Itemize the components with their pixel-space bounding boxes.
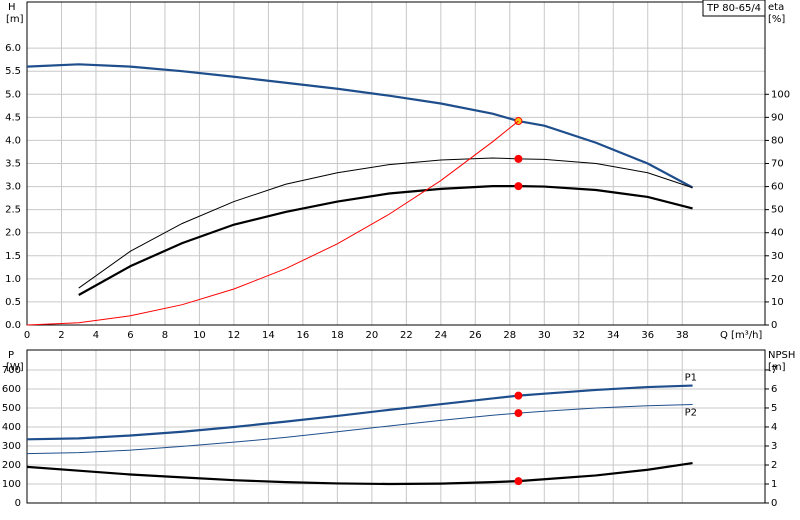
y2-tick-label: 40 bbox=[771, 228, 784, 239]
x-tick-label: 34 bbox=[607, 330, 620, 341]
curve bbox=[26, 120, 519, 326]
curve bbox=[78, 185, 693, 296]
y-tick-label: 1.0 bbox=[5, 274, 21, 285]
y-axis-label: H bbox=[8, 2, 16, 13]
y-tick-label: 500 bbox=[2, 403, 21, 414]
operating-point bbox=[514, 409, 523, 418]
y-tick-label: 700 bbox=[2, 365, 21, 376]
x-tick-label: 32 bbox=[572, 330, 585, 341]
x-tick-label: 6 bbox=[127, 330, 133, 341]
operating-point bbox=[514, 391, 523, 400]
curve bbox=[26, 63, 694, 189]
y-tick-label: 4.0 bbox=[5, 135, 21, 146]
x-tick-label: 20 bbox=[365, 330, 378, 341]
x-tick-label: 4 bbox=[93, 330, 99, 341]
y-tick-label: 200 bbox=[2, 460, 21, 471]
y2-axis-unit: [%] bbox=[768, 14, 785, 25]
y2-tick-label: 0 bbox=[771, 320, 777, 331]
y-tick-label: 300 bbox=[2, 441, 21, 452]
y-tick-label: 3.0 bbox=[5, 182, 21, 193]
y-tick-label: 100 bbox=[2, 479, 21, 490]
x-tick-label: 24 bbox=[434, 330, 447, 341]
chart-title: TP 80-65/4 bbox=[706, 3, 761, 14]
x-tick-label: 28 bbox=[503, 330, 516, 341]
y2-tick-label: 70 bbox=[771, 159, 784, 170]
x-tick-label: 8 bbox=[162, 330, 168, 341]
y2-tick-label: 1 bbox=[771, 479, 777, 490]
series-label: P1 bbox=[685, 373, 697, 384]
y-tick-label: 0 bbox=[15, 498, 21, 509]
operating-point bbox=[514, 477, 523, 486]
y-tick-label: 6.0 bbox=[5, 43, 21, 54]
x-tick-label: 26 bbox=[469, 330, 482, 341]
x-tick-label: 10 bbox=[193, 330, 206, 341]
y-tick-label: 2.0 bbox=[5, 228, 21, 239]
curve bbox=[26, 404, 693, 455]
y2-tick-label: 80 bbox=[771, 135, 784, 146]
x-tick-label: 22 bbox=[400, 330, 413, 341]
y-tick-label: 2.5 bbox=[5, 205, 21, 216]
x-axis-label: Q [m³/h] bbox=[720, 330, 762, 341]
plot-frame bbox=[26, 349, 766, 504]
x-tick-label: 18 bbox=[331, 330, 344, 341]
y-tick-label: 5.5 bbox=[5, 66, 21, 77]
x-tick-label: 0 bbox=[24, 330, 30, 341]
curve bbox=[26, 461, 693, 486]
y-tick-label: 4.5 bbox=[5, 112, 21, 123]
y2-axis-label: eta bbox=[768, 2, 784, 13]
y2-tick-label: 20 bbox=[771, 274, 784, 285]
y2-axis-unit: [m] bbox=[768, 362, 786, 373]
curve bbox=[26, 384, 693, 441]
y2-tick-label: 2 bbox=[771, 460, 777, 471]
curve bbox=[78, 157, 693, 289]
y2-tick-label: 3 bbox=[771, 441, 777, 452]
y2-tick-label: 4 bbox=[771, 422, 777, 433]
y2-axis-label: NPSH bbox=[768, 350, 795, 361]
x-tick-label: 2 bbox=[58, 330, 64, 341]
y2-tick-label: 60 bbox=[771, 182, 784, 193]
x-tick-label: 30 bbox=[538, 330, 551, 341]
y-tick-label: 0.5 bbox=[5, 297, 21, 308]
y2-tick-label: 90 bbox=[771, 112, 784, 123]
y-tick-label: 1.5 bbox=[5, 251, 21, 262]
x-tick-label: 36 bbox=[641, 330, 654, 341]
plot-frame bbox=[26, 1, 766, 326]
x-tick-label: 16 bbox=[297, 330, 310, 341]
x-tick-label: 14 bbox=[262, 330, 275, 341]
y2-tick-label: 50 bbox=[771, 205, 784, 216]
y-tick-label: 600 bbox=[2, 384, 21, 395]
y-axis-unit: [W] bbox=[6, 362, 24, 373]
y2-tick-label: 6 bbox=[771, 384, 777, 395]
y2-tick-label: 7 bbox=[771, 365, 777, 376]
y2-tick-label: 100 bbox=[771, 89, 790, 100]
title-box bbox=[702, 0, 766, 17]
y2-tick-label: 10 bbox=[771, 297, 784, 308]
series-label: P2 bbox=[685, 408, 697, 419]
operating-point bbox=[514, 182, 523, 191]
y-tick-label: 0.0 bbox=[5, 320, 21, 331]
x-tick-label: 12 bbox=[228, 330, 241, 341]
y2-tick-label: 30 bbox=[771, 251, 784, 262]
y-axis-label: P bbox=[8, 350, 14, 361]
x-tick-label: 38 bbox=[676, 330, 689, 341]
operating-point bbox=[514, 154, 523, 163]
y2-tick-label: 0 bbox=[771, 498, 777, 509]
y-tick-label: 400 bbox=[2, 422, 21, 433]
y2-tick-label: 5 bbox=[771, 403, 777, 414]
y-tick-label: 5.0 bbox=[5, 89, 21, 100]
y-axis-unit: [m] bbox=[6, 14, 24, 25]
y-tick-label: 3.5 bbox=[5, 159, 21, 170]
